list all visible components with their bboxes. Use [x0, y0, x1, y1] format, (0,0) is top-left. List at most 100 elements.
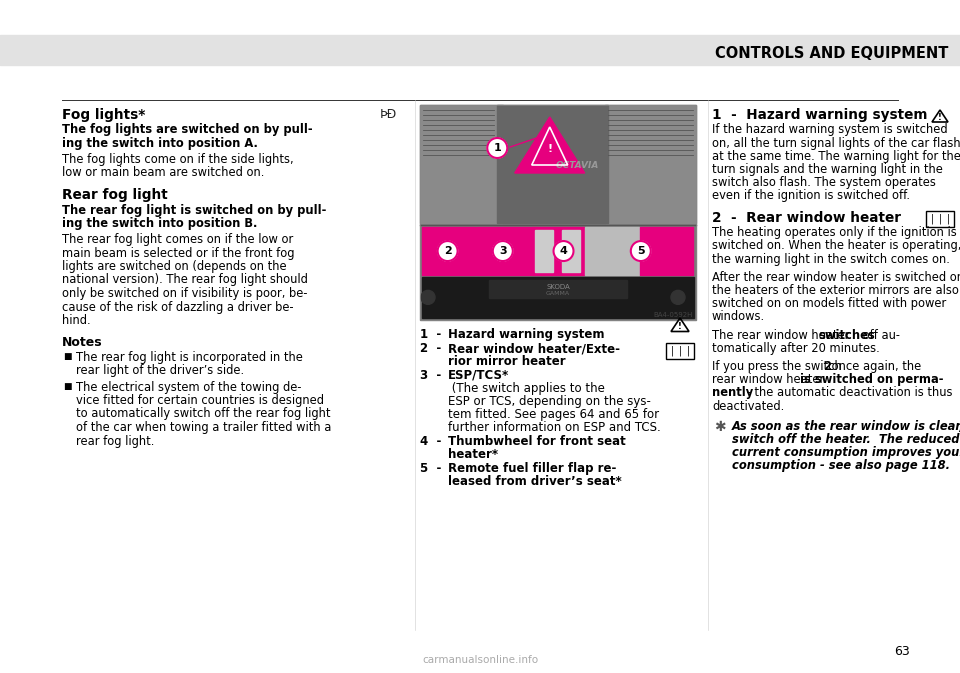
Text: 1  -  Hazard warning system: 1 - Hazard warning system [712, 108, 927, 122]
Text: leased from driver’s seat*: leased from driver’s seat* [448, 475, 622, 488]
Circle shape [554, 241, 573, 261]
Bar [562, 230, 580, 272]
Text: Fog lights*: Fog lights* [62, 108, 145, 122]
Text: SKODA: SKODA [546, 284, 570, 290]
Text: switches: switches [818, 328, 875, 342]
Text: The heating operates only if the ignition is: The heating operates only if the ignitio… [712, 226, 957, 239]
Text: 5: 5 [637, 246, 644, 256]
Text: 4: 4 [560, 246, 567, 256]
Bar [666, 343, 694, 359]
Text: (The switch applies to the: (The switch applies to the [448, 382, 605, 395]
Text: !: ! [678, 322, 682, 330]
Text: tomatically after 20 minutes.: tomatically after 20 minutes. [712, 342, 879, 355]
Text: |: | [947, 213, 949, 224]
Text: |: | [686, 346, 689, 356]
Text: switched on on models fitted with power: switched on on models fitted with power [712, 297, 947, 310]
Circle shape [671, 290, 685, 304]
Text: the heaters of the exterior mirrors are also: the heaters of the exterior mirrors are … [712, 284, 959, 297]
Text: rior mirror heater: rior mirror heater [448, 355, 565, 368]
Text: national version). The rear fog light should: national version). The rear fog light sh… [62, 273, 308, 287]
Text: heater*: heater* [448, 448, 498, 461]
Text: CONTROLS AND EQUIPMENT: CONTROLS AND EQUIPMENT [714, 46, 948, 61]
Text: The fog lights come on if the side lights,: The fog lights come on if the side light… [62, 153, 294, 166]
Text: switched on. When the heater is operating,: switched on. When the heater is operatin… [712, 240, 960, 252]
Text: ESP or TCS, depending on the sys-: ESP or TCS, depending on the sys- [448, 395, 651, 408]
Text: rear light of the driver’s side.: rear light of the driver’s side. [76, 364, 244, 377]
Text: Rear fog light: Rear fog light [62, 188, 168, 203]
Text: hind.: hind. [62, 314, 90, 327]
Bar [926, 211, 954, 227]
Text: ■: ■ [63, 382, 71, 390]
Circle shape [438, 241, 458, 261]
Bar [420, 105, 503, 223]
Circle shape [631, 241, 651, 261]
Text: rear window heater: rear window heater [712, 374, 828, 386]
Polygon shape [515, 117, 585, 173]
Text: ÞĐ: ÞĐ [380, 108, 397, 121]
Text: 63: 63 [895, 645, 910, 658]
Text: vice fitted for certain countries is designed: vice fitted for certain countries is des… [76, 394, 324, 407]
Text: The rear window heater: The rear window heater [712, 328, 853, 342]
Text: turn signals and the warning light in the: turn signals and the warning light in th… [712, 163, 943, 176]
Text: carmanualsonline.info: carmanualsonline.info [422, 655, 538, 665]
Text: consumption - see also page 118.: consumption - see also page 118. [732, 460, 950, 472]
Bar [489, 280, 627, 298]
Text: low or main beam are switched on.: low or main beam are switched on. [62, 166, 264, 179]
Text: |: | [679, 346, 682, 356]
Text: off au-: off au- [859, 328, 900, 342]
Text: switch off the heater.  The reduced: switch off the heater. The reduced [732, 433, 959, 446]
Text: at the same time. The warning light for the: at the same time. The warning light for … [712, 150, 960, 163]
Text: Notes: Notes [62, 336, 103, 349]
Text: The rear fog light comes on if the low or: The rear fog light comes on if the low o… [62, 233, 293, 246]
Text: 3  -: 3 - [420, 369, 449, 382]
Text: BA4-0592H: BA4-0592H [654, 312, 693, 318]
Text: ■: ■ [63, 351, 71, 361]
Text: 2: 2 [444, 246, 451, 256]
Text: only be switched on if visibility is poor, be-: only be switched on if visibility is poo… [62, 287, 307, 300]
Text: cause of the risk of dazzling a driver be-: cause of the risk of dazzling a driver b… [62, 301, 294, 314]
Bar [497, 105, 608, 223]
Text: !: ! [938, 112, 942, 122]
Bar [476, 227, 530, 275]
Text: The rear fog light is incorporated in the: The rear fog light is incorporated in th… [76, 351, 302, 363]
Text: on, all the turn signal lights of the car flash: on, all the turn signal lights of the ca… [712, 137, 960, 149]
Text: 4  -: 4 - [420, 435, 449, 448]
Text: !: ! [547, 143, 552, 153]
Bar [420, 105, 696, 320]
Text: to automatically switch off the rear fog light: to automatically switch off the rear fog… [76, 407, 330, 421]
Text: Thumbwheel for front seat: Thumbwheel for front seat [448, 435, 626, 448]
Text: - the automatic deactivation is thus: - the automatic deactivation is thus [743, 386, 952, 399]
Text: nently: nently [712, 386, 754, 399]
Text: 1  -: 1 - [420, 328, 449, 341]
Text: switch also flash. The system operates: switch also flash. The system operates [712, 176, 936, 189]
Text: The rear fog light is switched on by pull-: The rear fog light is switched on by pul… [62, 204, 326, 217]
Text: Rear window heater/Exte-: Rear window heater/Exte- [448, 342, 620, 355]
Bar [605, 105, 696, 223]
Text: ESP: ESP [494, 246, 513, 256]
Text: If you press the switch: If you press the switch [712, 360, 846, 373]
Text: 2  -  Rear window heater: 2 - Rear window heater [712, 211, 901, 225]
Text: of the car when towing a trailer fitted with a: of the car when towing a trailer fitted … [76, 421, 331, 434]
Bar [420, 105, 696, 320]
Text: ing the switch into position B.: ing the switch into position B. [62, 217, 257, 230]
Bar [535, 230, 553, 272]
Circle shape [488, 138, 507, 158]
Text: ✱: ✱ [714, 420, 726, 434]
Text: ESP/TCS*: ESP/TCS* [448, 369, 509, 382]
Text: ing the switch into position A.: ing the switch into position A. [62, 137, 258, 150]
Text: |: | [938, 213, 942, 224]
Circle shape [492, 241, 513, 261]
Text: Hazard warning system: Hazard warning system [448, 328, 605, 341]
Text: OCTAVIA: OCTAVIA [556, 161, 599, 170]
Text: further information on ESP and TCS.: further information on ESP and TCS. [448, 421, 660, 434]
Bar [422, 277, 694, 318]
Text: lights are switched on (depends on the: lights are switched on (depends on the [62, 260, 287, 273]
Text: After the rear window heater is switched on,: After the rear window heater is switched… [712, 271, 960, 284]
Text: rear fog light.: rear fog light. [76, 435, 155, 448]
Text: tem fitted. See pages 64 and 65 for: tem fitted. See pages 64 and 65 for [448, 408, 660, 421]
Text: 5  -: 5 - [420, 462, 449, 475]
Text: If the hazard warning system is switched: If the hazard warning system is switched [712, 124, 948, 137]
Text: Remote fuel filler flap re-: Remote fuel filler flap re- [448, 462, 616, 475]
Text: The fog lights are switched on by pull-: The fog lights are switched on by pull- [62, 124, 313, 137]
Text: 2  -: 2 - [420, 342, 449, 355]
